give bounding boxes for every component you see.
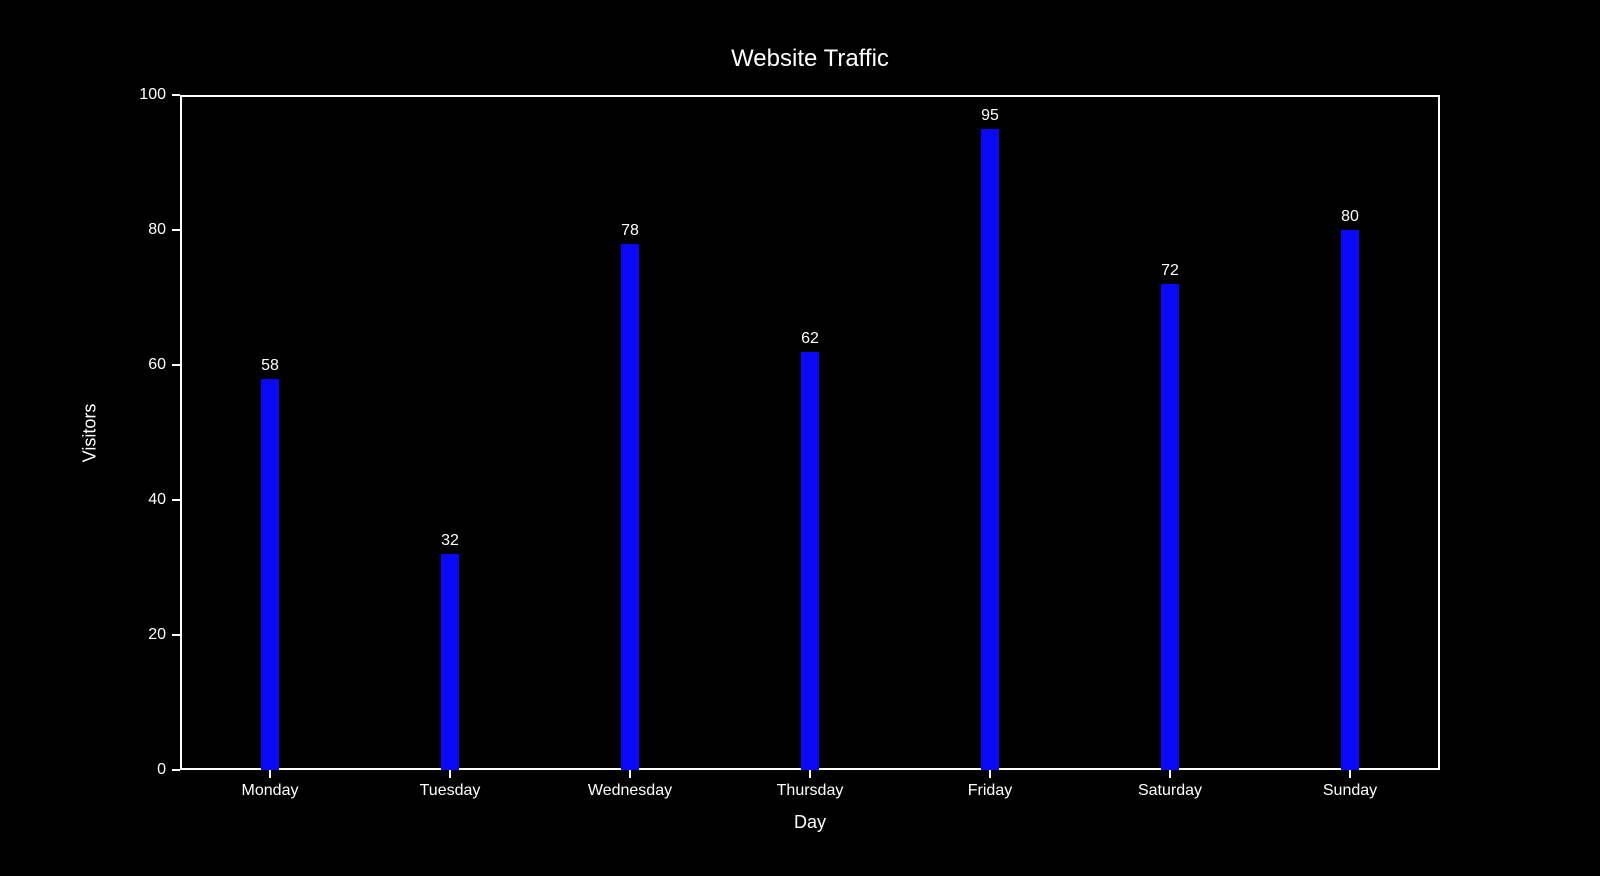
y-tick-label: 20 — [148, 626, 166, 644]
x-tick — [989, 770, 991, 778]
x-tick-label: Friday — [968, 782, 1012, 800]
y-tick-label: 60 — [148, 356, 166, 374]
y-tick — [172, 229, 180, 231]
bar-value-label: 62 — [801, 330, 819, 348]
x-tick-label: Saturday — [1138, 782, 1202, 800]
x-tick-label: Sunday — [1323, 782, 1377, 800]
bar-value-label: 32 — [441, 532, 459, 550]
bar — [801, 352, 819, 771]
plot-area — [180, 95, 1440, 770]
x-tick — [1169, 770, 1171, 778]
y-tick-label: 0 — [157, 761, 166, 779]
y-tick-label: 100 — [139, 86, 166, 104]
x-tick — [1349, 770, 1351, 778]
x-tick-label: Monday — [242, 782, 299, 800]
y-axis-title: Visitors — [80, 403, 101, 462]
bar — [981, 129, 999, 770]
x-axis-title: Day — [794, 812, 826, 833]
y-tick — [172, 499, 180, 501]
bar — [1341, 230, 1359, 770]
bar — [1161, 284, 1179, 770]
bar-value-label: 58 — [261, 357, 279, 375]
x-tick-label: Wednesday — [588, 782, 672, 800]
bar-value-label: 72 — [1161, 262, 1179, 280]
x-tick — [809, 770, 811, 778]
y-tick — [172, 364, 180, 366]
y-tick-label: 40 — [148, 491, 166, 509]
x-tick-label: Tuesday — [420, 782, 481, 800]
y-tick — [172, 769, 180, 771]
chart-title: Website Traffic — [731, 45, 889, 73]
bar-value-label: 80 — [1341, 208, 1359, 226]
bar — [441, 554, 459, 770]
y-tick — [172, 94, 180, 96]
x-tick — [629, 770, 631, 778]
bar-value-label: 78 — [621, 222, 639, 240]
x-tick-label: Thursday — [777, 782, 844, 800]
x-tick — [269, 770, 271, 778]
bar — [621, 244, 639, 771]
bars-layer — [180, 95, 1440, 770]
bar — [261, 379, 279, 771]
chart-frame: Website Traffic Visitors Day 0 20 40 60 80 10… — [0, 0, 1600, 876]
x-tick — [449, 770, 451, 778]
y-tick — [172, 634, 180, 636]
y-tick-label: 80 — [148, 221, 166, 239]
bar-value-label: 95 — [981, 107, 999, 125]
